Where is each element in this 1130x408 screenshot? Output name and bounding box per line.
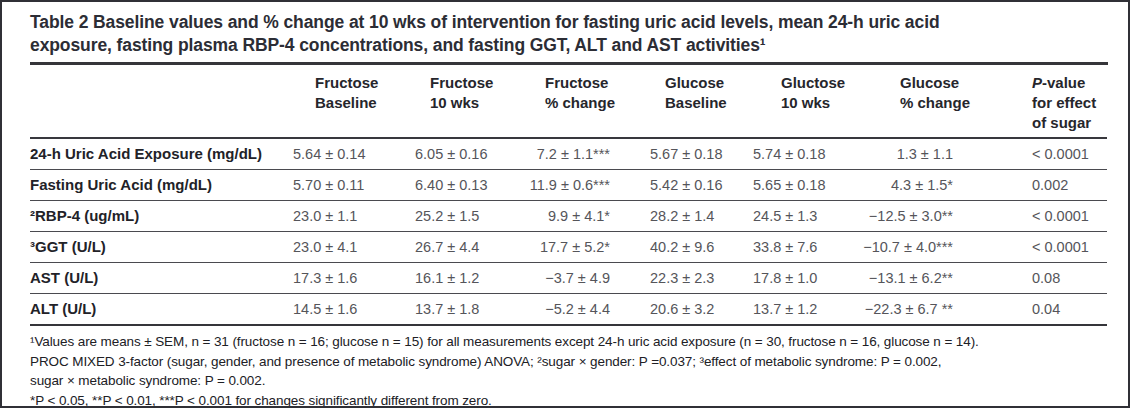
table-title-line1: Table 2 Baseline values and % change at …: [30, 11, 1108, 34]
data-cell: < 0.0001: [975, 232, 1107, 263]
data-cell: 14.5 ± 1.6: [293, 294, 415, 326]
column-header-fructose-pct-change: Fructose % change: [505, 65, 650, 138]
data-cell: 7.2 ± 1.1***: [505, 138, 650, 170]
row-label: 24-h Uric Acid Exposure (mg/dL): [30, 138, 293, 170]
data-cell: < 0.0001: [975, 201, 1107, 232]
data-cell: −5.2 ± 4.4: [505, 294, 650, 326]
footnote-line-2: PROC MIXED 3-factor (sugar, gender, and …: [30, 352, 1110, 372]
table-title-line2: exposure, fasting plasma RBP-4 concentra…: [30, 34, 1108, 57]
table-row-ast: AST (U/L) 17.3 ± 1.6 16.1 ± 1.2 −3.7 ± 4…: [30, 263, 1107, 294]
data-cell: 17.7 ± 5.2*: [505, 232, 650, 263]
data-cell: 24.5 ± 1.3: [753, 201, 850, 232]
data-cell: 40.2 ± 9.6: [650, 232, 753, 263]
data-cell: 6.40 ± 0.13: [415, 170, 505, 201]
table-row-fasting-uric-acid: Fasting Uric Acid (mg/dL) 5.70 ± 0.11 6.…: [30, 170, 1107, 201]
data-cell: 13.7 ± 1.8: [415, 294, 505, 326]
header-row: Fructose Baseline Fructose 10 wks Fructo…: [30, 65, 1107, 138]
data-cell: 33.8 ± 7.6: [753, 232, 850, 263]
data-cell: 23.0 ± 1.1: [293, 201, 415, 232]
data-cell: −3.7 ± 4.9: [505, 263, 650, 294]
column-header-glucose-baseline: Glucose Baseline: [650, 65, 753, 138]
data-cell: 22.3 ± 2.3: [650, 263, 753, 294]
data-cell: 5.42 ± 0.16: [650, 170, 753, 201]
data-cell: 28.2 ± 1.4: [650, 201, 753, 232]
data-cell: 17.3 ± 1.6: [293, 263, 415, 294]
row-label: ³GGT (U/L): [30, 232, 293, 263]
data-cell: 4.3 ± 1.5*: [850, 170, 975, 201]
data-cell: 16.1 ± 1.2: [415, 263, 505, 294]
data-cell: −22.3 ± 6.7 **: [850, 294, 975, 326]
data-table: Fructose Baseline Fructose 10 wks Fructo…: [30, 65, 1107, 326]
column-header-fructose-10wks: Fructose 10 wks: [415, 65, 505, 138]
data-cell: −13.1 ± 6.2**: [850, 263, 975, 294]
table-row-rbp4: ²RBP-4 (ug/mL) 23.0 ± 1.1 25.2 ± 1.5 9.9…: [30, 201, 1107, 232]
data-cell: 5.74 ± 0.18: [753, 138, 850, 170]
data-cell: 0.04: [975, 294, 1107, 326]
table-header: Fructose Baseline Fructose 10 wks Fructo…: [30, 65, 1107, 138]
data-cell: 9.9 ± 4.1*: [505, 201, 650, 232]
data-cell: −12.5 ± 3.0**: [850, 201, 975, 232]
footnote-line-4: *P < 0.05, **P < 0.01, ***P < 0.001 for …: [30, 391, 1110, 408]
data-cell: 1.3 ± 1.1: [850, 138, 975, 170]
data-cell: 17.8 ± 1.0: [753, 263, 850, 294]
table-footnotes: ¹Values are means ± SEM, n = 31 (fructos…: [30, 332, 1110, 408]
data-cell: 5.64 ± 0.14: [293, 138, 415, 170]
data-cell: 25.2 ± 1.5: [415, 201, 505, 232]
data-cell: 5.67 ± 0.18: [650, 138, 753, 170]
column-header-pvalue: P-value for effect of sugar: [975, 65, 1107, 138]
data-cell: < 0.0001: [975, 138, 1107, 170]
footnote-line-1: ¹Values are means ± SEM, n = 31 (fructos…: [30, 332, 1110, 352]
data-cell: 6.05 ± 0.16: [415, 138, 505, 170]
column-header-fructose-baseline: Fructose Baseline: [293, 65, 415, 138]
row-label: Fasting Uric Acid (mg/dL): [30, 170, 293, 201]
row-label: ALT (U/L): [30, 294, 293, 326]
data-cell: 20.6 ± 3.2: [650, 294, 753, 326]
data-cell: 23.0 ± 4.1: [293, 232, 415, 263]
data-cell: 0.002: [975, 170, 1107, 201]
column-header-glucose-10wks: Gluctose 10 wks: [753, 65, 850, 138]
data-cell: 26.7 ± 4.4: [415, 232, 505, 263]
table-row-uric-acid-exposure: 24-h Uric Acid Exposure (mg/dL) 5.64 ± 0…: [30, 138, 1107, 170]
table-body: 24-h Uric Acid Exposure (mg/dL) 5.64 ± 0…: [30, 138, 1107, 325]
table-row-alt: ALT (U/L) 14.5 ± 1.6 13.7 ± 1.8 −5.2 ± 4…: [30, 294, 1107, 326]
data-cell: −10.7 ± 4.0***: [850, 232, 975, 263]
row-label: ²RBP-4 (ug/mL): [30, 201, 293, 232]
table-title: Table 2 Baseline values and % change at …: [30, 11, 1108, 65]
footnote-line-3: sugar × metabolic syndrome: P = 0.002.: [30, 371, 1110, 391]
paper-table-figure: Table 2 Baseline values and % change at …: [0, 0, 1130, 408]
table-row-ggt: ³GGT (U/L) 23.0 ± 4.1 26.7 ± 4.4 17.7 ± …: [30, 232, 1107, 263]
row-label: AST (U/L): [30, 263, 293, 294]
data-cell: 5.70 ± 0.11: [293, 170, 415, 201]
data-cell: 0.08: [975, 263, 1107, 294]
pvalue-italic-p: P: [1032, 74, 1042, 91]
data-cell: 11.9 ± 0.6***: [505, 170, 650, 201]
data-cell: 5.65 ± 0.18: [753, 170, 850, 201]
data-cell: 13.7 ± 1.2: [753, 294, 850, 326]
corner-cell: [30, 65, 293, 138]
column-header-glucose-pct-change: Glucose % change: [850, 65, 975, 138]
